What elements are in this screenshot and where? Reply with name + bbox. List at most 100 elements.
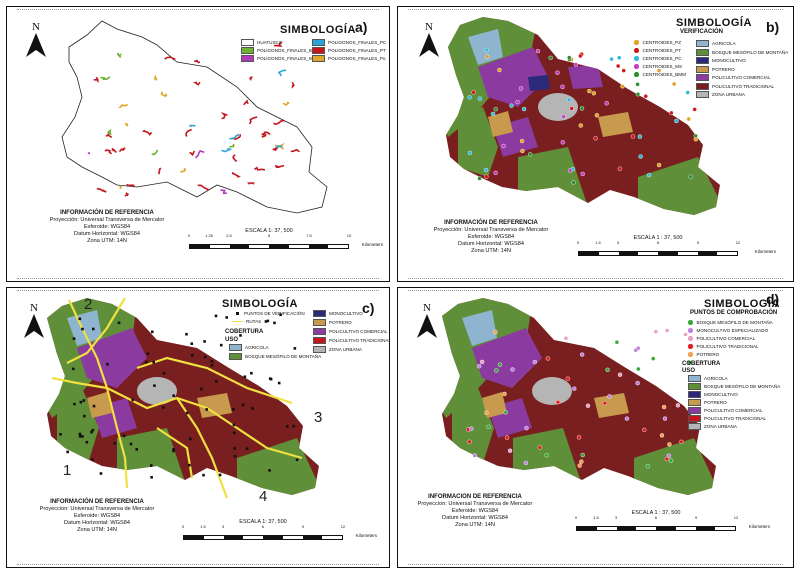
land-use-polygon (126, 183, 136, 188)
map-point (555, 399, 561, 405)
verification-point (73, 402, 76, 406)
map-point (484, 54, 490, 59)
verification-point (122, 434, 126, 438)
map-point (509, 103, 514, 108)
land-use-polygon (160, 91, 168, 98)
map-point (635, 82, 640, 87)
legend-item: POLICULTIVO TRADICIONAL (688, 344, 759, 349)
scale-tick-label: 2.5 (226, 233, 232, 238)
land-use-polygon (248, 76, 254, 82)
legend-item: BOSQUE MESÓFILO DE MONTAÑA (688, 383, 780, 390)
map-point (614, 340, 620, 345)
map-point (651, 356, 656, 361)
verification-point (185, 332, 188, 336)
legend-label: AGRICOLA (704, 376, 728, 381)
panel-label: a) (355, 19, 368, 35)
map-point (638, 154, 643, 159)
map-point (617, 166, 623, 171)
verification-point (245, 447, 249, 451)
info-utm-zone: Zona UTM: 14N (455, 522, 495, 528)
map-point (579, 352, 585, 357)
legend-item: POLICULTIVO COMERCIAL (688, 407, 763, 414)
check-points (466, 328, 700, 469)
land-use-polygon (273, 41, 283, 47)
verification-point (232, 423, 236, 427)
point-marker-icon (634, 40, 639, 45)
north-arrow-icon (419, 33, 439, 57)
land-use-polygon (125, 122, 129, 127)
map-point (518, 86, 524, 91)
map-point (617, 372, 623, 377)
verification-point (219, 343, 223, 347)
land-use-polygon (231, 134, 242, 141)
scale-tick-label: 5 (267, 233, 271, 238)
reference-info: INFORMACIÓN DE REFERENCIA Proyección: Un… (416, 220, 566, 255)
verification-point (225, 316, 229, 319)
verification-point (81, 327, 84, 331)
verification-point (218, 473, 222, 477)
verification-point (292, 424, 295, 428)
legend-label: POLIGONOS_FINALES_BMM (257, 48, 320, 53)
scale-ticks: 0 1.25 2.5 5 7.5 10 (188, 233, 352, 240)
north-arrow-icon (26, 33, 46, 57)
north-arrow-icon (417, 314, 437, 338)
legend-label: POLIGONOS_FINALES_PC (328, 40, 387, 45)
point-marker-icon (634, 72, 639, 77)
color-swatch (229, 353, 242, 360)
verification-point (66, 450, 69, 454)
map-point (609, 56, 614, 62)
north-label: N (30, 302, 38, 314)
map-point (523, 460, 529, 466)
map-point (515, 99, 520, 105)
scale-tick-label: 9 (301, 524, 305, 529)
legend-label: MONOCULTIVO ESPECIALIZADO (696, 328, 769, 333)
map-point (675, 403, 681, 408)
scale-unit: Kilometers (355, 533, 377, 538)
map-point (479, 359, 485, 365)
verification-point (210, 363, 214, 367)
legend-verification-points: PUNTOS DE VERIFICACIÓN (232, 311, 305, 316)
reference-info: INFORMACIÓN DE REFERENCIA Proyección: Un… (32, 210, 182, 245)
panel-a: N a) SIMBOLOGÍA HUATUSCO POLIGONOS_FINALE… (6, 6, 390, 282)
color-swatch (688, 415, 701, 422)
scale-ticks: 0 1.5 3 6 9 12 (182, 524, 345, 531)
scale-text: ESCALA 1: 37, 500 (239, 519, 287, 525)
color-swatch (241, 47, 254, 54)
land-use-polygon (154, 75, 158, 81)
scale-tick-label: 0 (574, 515, 578, 520)
legend-item: POLIGONOS_FINALES_Po (312, 55, 385, 62)
land-use-polygon (118, 147, 126, 153)
color-swatch (688, 383, 701, 390)
graticule-top (17, 290, 379, 295)
legend-uso: USO (682, 368, 696, 374)
land-use-polygon (261, 131, 271, 136)
land-use-polygon (261, 133, 267, 138)
land-use-polygon (274, 164, 285, 169)
zone-label-1: 1 (63, 462, 72, 479)
info-datum: Datum Horizontal: WGS84 (74, 231, 140, 237)
verification-point (264, 320, 268, 323)
map-point (566, 97, 572, 103)
verification-point (203, 340, 206, 343)
point-marker-icon (688, 352, 693, 357)
verification-point (210, 360, 214, 363)
map-point (510, 367, 515, 372)
map-point (692, 107, 697, 112)
verification-point (172, 449, 175, 453)
info-projection: Proyeccion: Universal Transversa de Merc… (39, 506, 155, 512)
legend-item: POLICULTIVO TRADICIONAL (688, 415, 766, 422)
scale-tick-label: 6 (654, 515, 658, 520)
map-point (537, 445, 543, 450)
scale-tick-label: 3 (616, 240, 620, 245)
verification-point (135, 448, 139, 451)
verification-point (145, 360, 148, 364)
scale-tick-label: 10 (346, 233, 352, 238)
municipality-outline (61, 20, 328, 214)
legend-label: POLICULTIVO TRADICIONAL (696, 344, 759, 349)
land-use-polygon (246, 182, 255, 185)
legend-label: RUTAS (246, 319, 262, 324)
verification-point (241, 403, 245, 407)
map-point (664, 328, 670, 333)
verification-point (279, 313, 282, 317)
scale-tick-label: 1.5 (595, 240, 601, 245)
